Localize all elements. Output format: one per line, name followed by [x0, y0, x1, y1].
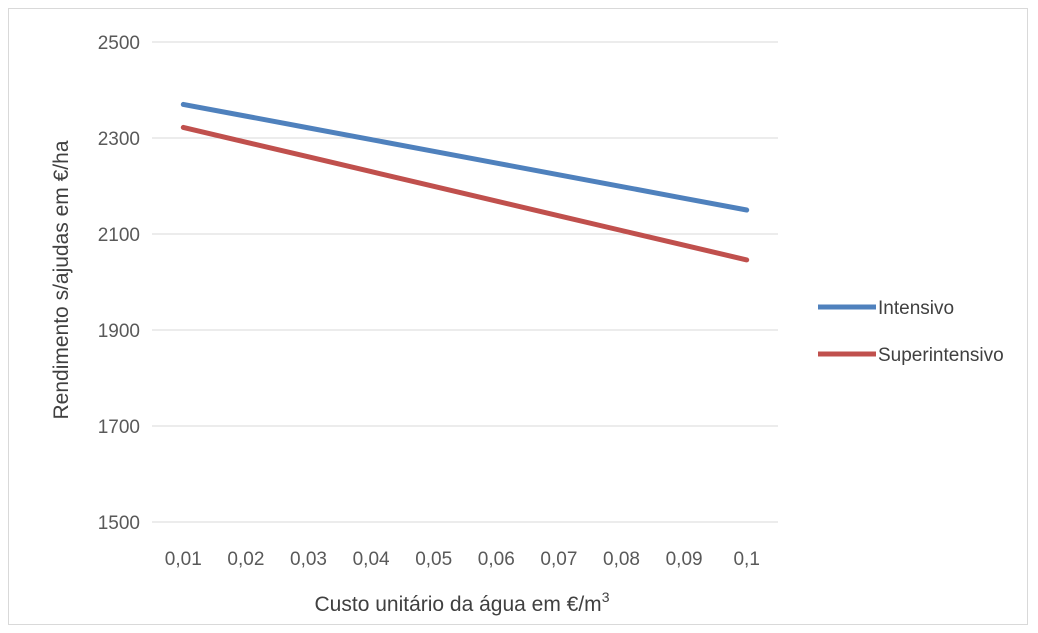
- legend-label: Intensivo: [878, 298, 954, 319]
- x-axis-title-text: Custo unitário da água em €/m: [315, 593, 602, 616]
- x-tick-label: 0,05: [415, 549, 452, 570]
- x-tick-label: 0,06: [478, 549, 515, 570]
- x-tick-label: 0,01: [165, 549, 202, 570]
- legend: Intensivo Superintensivo: [818, 298, 1004, 366]
- x-tick-label: 0,08: [603, 549, 640, 570]
- x-axis-title: Custo unitário da água em €/m3: [315, 589, 610, 616]
- y-tick-label: 2500: [98, 33, 140, 54]
- y-tick-label: 1700: [98, 417, 140, 438]
- y-tick-label: 1900: [98, 321, 140, 342]
- series-line-intensivo: [180, 101, 750, 213]
- series-lines: [180, 101, 750, 263]
- x-tick-label: 0,03: [290, 549, 327, 570]
- gridlines: [152, 41, 778, 523]
- x-tick-label: 0,09: [666, 549, 703, 570]
- y-tick-label: 2300: [98, 129, 140, 150]
- x-tick-label: 0,02: [227, 549, 264, 570]
- x-axis-title-superscript: 3: [602, 589, 610, 605]
- x-axis-ticks: 0,01 0,02 0,03 0,04 0,05 0,06 0,07 0,08 0,09 0,1: [165, 549, 760, 570]
- y-axis-ticks: 1500 1700 1900 2100 2300 2500: [98, 33, 140, 534]
- y-tick-label: 1500: [98, 513, 140, 534]
- x-tick-label: 0,04: [353, 549, 390, 570]
- y-axis-title: Rendimento s/ajudas em €/ha: [50, 140, 73, 419]
- series-line-superintensivo: [180, 124, 750, 263]
- legend-label: Superintensivo: [878, 345, 1004, 366]
- y-tick-label: 2100: [98, 225, 140, 246]
- x-tick-label: 0,07: [540, 549, 577, 570]
- x-tick-label: 0,1: [733, 549, 759, 570]
